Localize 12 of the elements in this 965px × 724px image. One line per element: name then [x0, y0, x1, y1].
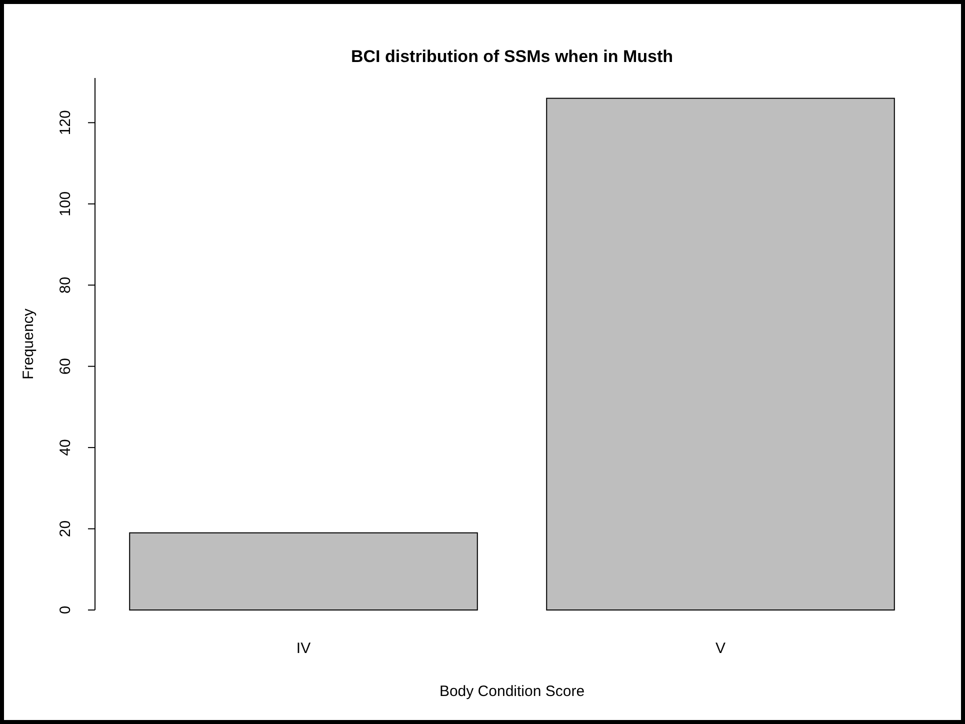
y-tick-label: 40 [57, 439, 74, 456]
x-tick-label: V [715, 640, 726, 657]
x-axis-title: Body Condition Score [439, 683, 585, 700]
chart-title: BCI distribution of SSMs when in Musth [350, 47, 674, 66]
y-axis-title: Frequency [20, 308, 37, 380]
y-tick-label: 80 [57, 276, 74, 294]
y-tick-label: 60 [57, 358, 74, 375]
y-tick-label: 20 [57, 520, 74, 538]
x-tick-label: IV [296, 640, 311, 657]
y-tick-label: 100 [57, 191, 74, 216]
y-tick-label: 0 [57, 606, 74, 614]
y-tick-label: 120 [57, 110, 74, 136]
